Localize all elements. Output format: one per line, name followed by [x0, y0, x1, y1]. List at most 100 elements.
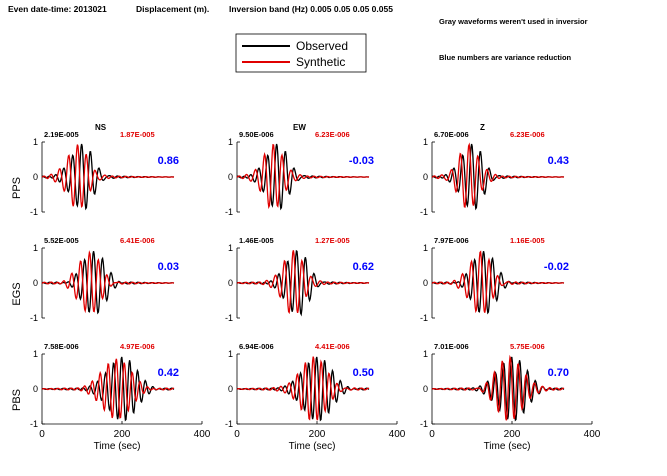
synthetic-amplitude: 5.75E-006 [510, 342, 545, 351]
observed-amplitude: 7.97E-006 [434, 236, 469, 245]
y-tick-label: -1 [30, 313, 38, 323]
panel-pps-ns: 1 0 -1 2.19E-005 1.87E-005 0.86 [30, 130, 179, 217]
synthetic-amplitude: 6.41E-006 [120, 236, 155, 245]
y-tick-label: 1 [423, 137, 428, 147]
inversion-band: Inversion band (Hz) 0.005 0.05 0.05 0.05… [229, 4, 393, 14]
observed-amplitude: 7.01E-006 [434, 342, 469, 351]
y-tick-label: -1 [225, 313, 233, 323]
variance-reduction-value: 0.03 [158, 261, 179, 273]
synthetic-waveform [431, 142, 565, 208]
panel-egs-ns: 1 0 -1 5.52E-005 6.41E-006 0.03 [30, 236, 179, 323]
panel-pps-ew: 1 0 -1 9.50E-006 6.23E-006 -0.03 [225, 130, 374, 217]
y-tick-label: 0 [228, 384, 233, 394]
observed-amplitude: 5.52E-005 [44, 236, 79, 245]
y-tick-label: -1 [30, 419, 38, 429]
y-tick-label: 0 [33, 278, 38, 288]
column-label-ew: EW [293, 123, 306, 132]
variance-reduction-value: -0.03 [349, 155, 374, 167]
synthetic-waveform [236, 143, 370, 210]
legend-observed-label: Observed [296, 39, 348, 53]
synthetic-waveform [41, 144, 175, 209]
observed-amplitude: 7.58E-006 [44, 342, 79, 351]
x-tick-label: 400 [584, 429, 601, 440]
synthetic-waveform [431, 354, 565, 421]
x-tick-label: 200 [309, 429, 326, 440]
component-label: Displacement (m). [136, 4, 209, 14]
panel-egs-z: 1 0 -1 7.97E-006 1.16E-005 -0.02 [420, 236, 569, 323]
variance-reduction-value: 0.62 [353, 261, 374, 273]
y-tick-label: 1 [33, 349, 38, 359]
synthetic-amplitude: 6.23E-006 [510, 130, 545, 139]
synthetic-waveform [41, 358, 175, 419]
synthetic-waveform [41, 250, 174, 314]
y-tick-label: -1 [225, 419, 233, 429]
observed-amplitude: 9.50E-006 [239, 130, 274, 139]
synthetic-amplitude: 6.23E-006 [315, 130, 350, 139]
row-label-pbs: PBS [11, 389, 23, 411]
panel-egs-ew: 1 0 -1 1.46E-005 1.27E-005 0.62 [225, 236, 374, 323]
y-tick-label: 1 [228, 137, 233, 147]
y-tick-label: 1 [423, 349, 428, 359]
synthetic-amplitude: 1.27E-005 [315, 236, 350, 245]
variance-reduction-value: 0.50 [353, 367, 374, 379]
legend: Observed Synthetic [235, 33, 367, 73]
event-datetime: Even date-time: 2013021 [8, 4, 107, 14]
synthetic-amplitude: 1.16E-005 [510, 236, 545, 245]
legend-synthetic-label: Synthetic [296, 55, 345, 69]
y-tick-label: 0 [228, 172, 233, 182]
x-axis-label: Time (sec) [289, 441, 336, 452]
synthetic-waveform [236, 356, 370, 421]
x-tick-label: 0 [234, 429, 240, 440]
variance-reduction-value: 0.42 [158, 367, 179, 379]
x-tick-label: 0 [39, 429, 45, 440]
variance-reduction-value: 0.70 [548, 367, 569, 379]
synthetic-waveform [236, 250, 369, 315]
y-tick-label: 0 [33, 172, 38, 182]
synthetic-waveform [431, 250, 564, 314]
synthetic-amplitude: 4.41E-006 [315, 342, 350, 351]
x-tick-label: 200 [114, 429, 131, 440]
x-tick-label: 200 [504, 429, 521, 440]
panel-pps-z: 1 0 -1 6.70E-006 6.23E-006 0.43 [420, 130, 569, 217]
y-tick-label: 1 [33, 137, 38, 147]
observed-amplitude: 2.19E-005 [44, 130, 79, 139]
column-label-ns: NS [95, 123, 107, 132]
row-label-egs: EGS [11, 282, 23, 305]
synthetic-amplitude: 1.87E-005 [120, 130, 155, 139]
y-tick-label: -1 [420, 419, 428, 429]
y-tick-label: -1 [225, 207, 233, 217]
y-tick-label: 1 [423, 243, 428, 253]
y-tick-label: 1 [228, 349, 233, 359]
x-tick-label: 400 [389, 429, 406, 440]
variance-reduction-note: Blue numbers are variance reduction [439, 53, 572, 62]
y-tick-label: 0 [228, 278, 233, 288]
x-axis-label: Time (sec) [484, 441, 531, 452]
observed-amplitude: 6.70E-006 [434, 130, 469, 139]
y-tick-label: -1 [420, 207, 428, 217]
variance-reduction-value: -0.02 [544, 261, 569, 273]
gray-waveforms-note: Gray waveforms weren't used in inversior [439, 17, 588, 26]
column-label-z: Z [480, 123, 485, 132]
x-axis-label: Time (sec) [94, 441, 141, 452]
legend-box [235, 33, 367, 73]
x-tick-label: 400 [194, 429, 211, 440]
variance-reduction-value: 0.86 [158, 155, 179, 167]
observed-amplitude: 6.94E-006 [239, 342, 274, 351]
variance-reduction-value: 0.43 [548, 155, 569, 167]
y-tick-label: 1 [33, 243, 38, 253]
y-tick-label: 0 [423, 384, 428, 394]
observed-amplitude: 1.46E-005 [239, 236, 274, 245]
x-tick-label: 0 [429, 429, 435, 440]
y-tick-label: -1 [420, 313, 428, 323]
y-tick-label: -1 [30, 207, 38, 217]
y-tick-label: 0 [423, 278, 428, 288]
row-label-pps: PPS [11, 177, 23, 199]
y-tick-label: 1 [228, 243, 233, 253]
y-tick-label: 0 [423, 172, 428, 182]
y-tick-label: 0 [33, 384, 38, 394]
